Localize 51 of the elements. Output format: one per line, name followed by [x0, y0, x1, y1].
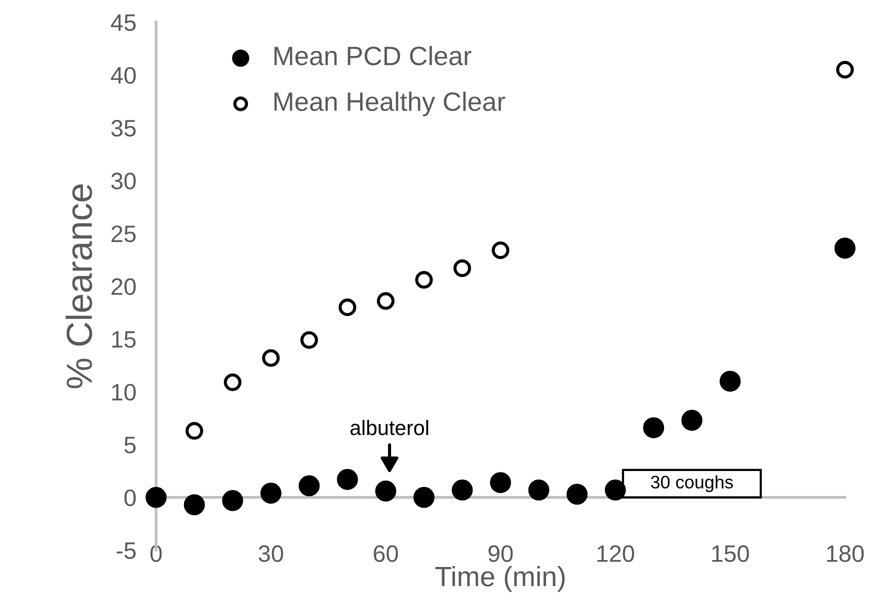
point	[415, 271, 433, 289]
y-axis-title: % Clearance	[66, 184, 92, 388]
point	[528, 479, 550, 501]
y-tick-label: 40	[110, 67, 136, 84]
x-tick-label: 90	[488, 545, 513, 562]
annotation: albuterol	[350, 420, 428, 436]
point	[492, 241, 510, 260]
point	[146, 486, 167, 508]
point	[375, 480, 396, 502]
x-tick-label: 180	[827, 545, 864, 562]
point	[298, 475, 320, 496]
point	[336, 468, 358, 490]
x-tick-label: 120	[597, 545, 634, 562]
legend-label: Mean PCD Clear	[274, 46, 472, 66]
point	[413, 486, 434, 508]
point	[338, 298, 356, 316]
y-tick-label: 0	[124, 489, 136, 506]
point	[184, 494, 205, 516]
y-tick-label: 5	[124, 436, 136, 454]
x-tick-label: 60	[374, 545, 398, 562]
point	[681, 410, 702, 431]
point	[566, 484, 588, 505]
y-tick-label: 25	[112, 225, 136, 242]
point	[222, 490, 244, 512]
point	[643, 417, 664, 438]
x-tick-label: 0	[150, 545, 162, 562]
point	[720, 370, 741, 392]
x-tick-label: 150	[712, 545, 749, 562]
x-tick-label: 30	[258, 545, 284, 562]
point	[224, 373, 242, 392]
legend-label: Mean Healthy Clear	[274, 92, 506, 116]
point	[490, 472, 512, 494]
point	[262, 349, 280, 367]
point	[836, 60, 854, 79]
y-tick-label: 10	[112, 384, 136, 401]
point	[452, 479, 473, 501]
point	[300, 331, 318, 349]
point	[376, 292, 395, 310]
y-tick-label: 15	[112, 331, 136, 348]
point	[604, 479, 626, 501]
point	[186, 422, 204, 440]
y-tick-label: -5	[116, 542, 136, 559]
y-tick-label: 35	[111, 120, 136, 137]
point	[834, 238, 856, 259]
x-axis-title: Time (min)	[435, 566, 565, 592]
point	[260, 482, 282, 504]
y-tick-label: 45	[110, 14, 136, 31]
y-tick-label: 30	[111, 172, 136, 190]
y-tick-label: 20	[112, 278, 136, 295]
annotation: 30 coughs	[650, 475, 733, 492]
point	[453, 259, 472, 278]
